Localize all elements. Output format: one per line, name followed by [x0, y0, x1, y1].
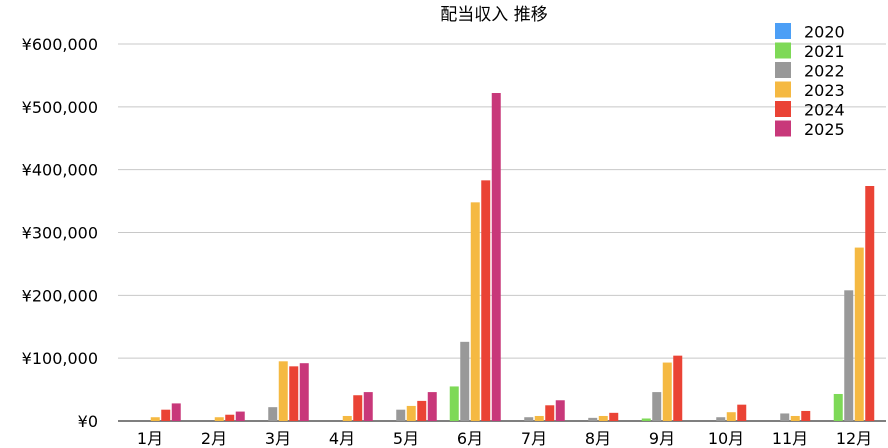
bar-2022-7 [524, 417, 534, 421]
legend-swatch [775, 42, 791, 59]
bar-2024-1 [161, 409, 171, 421]
y-tick-label: ¥300,000 [22, 224, 98, 243]
bar-2022-6 [460, 341, 470, 421]
bar-2023-4 [342, 415, 352, 421]
bar-2023-6 [470, 202, 480, 421]
bar-2022-5 [396, 409, 406, 421]
bar-2022-10 [716, 417, 726, 421]
bars [150, 93, 875, 421]
bar-2023-3 [278, 361, 288, 421]
bar-2025-5 [427, 392, 437, 421]
bar-2021-9 [641, 418, 651, 421]
bar-2024-3 [289, 366, 299, 421]
bar-2022-3 [268, 407, 278, 421]
x-tick-label: 8月 [585, 429, 611, 448]
bar-2025-6 [491, 93, 501, 421]
bar-2023-8 [598, 415, 608, 421]
x-tick-label: 6月 [457, 429, 483, 448]
x-tick-label: 4月 [329, 429, 355, 448]
bar-2023-10 [726, 412, 736, 421]
bar-2025-1 [171, 403, 181, 421]
legend-swatch [775, 101, 791, 117]
x-tick-label: 10月 [708, 429, 744, 448]
bar-2023-2 [214, 417, 224, 421]
bar-2021-12 [833, 393, 843, 421]
legend-swatch [775, 81, 791, 98]
bar-2025-7 [555, 400, 565, 421]
legend-label: 2022 [804, 62, 845, 81]
x-tick-label: 9月 [649, 429, 675, 448]
bar-2024-11 [801, 410, 811, 421]
x-tick-label: 11月 [772, 429, 808, 448]
y-tick-label: ¥400,000 [22, 161, 98, 180]
bar-2022-8 [588, 417, 598, 421]
x-axis-ticks: 1月 2月 3月 4月 5月 6月 7月 8月 9月 10月 11月 12月 [137, 429, 872, 448]
bar-2024-7 [545, 405, 555, 421]
bar-2024-2 [225, 414, 235, 421]
x-tick-label: 12月 [836, 429, 872, 448]
y-axis-ticks: ¥0 ¥100,000 ¥200,000 ¥300,000 ¥400,000 ¥500,0… [22, 35, 98, 431]
bar-2023-1 [150, 417, 160, 421]
legend-swatch [775, 62, 791, 78]
bar-2021-6 [449, 386, 459, 421]
legend-label: 2021 [804, 42, 845, 61]
bar-2024-9 [673, 355, 683, 421]
bar-2024-10 [737, 404, 747, 421]
legend-label: 2025 [804, 120, 845, 139]
bar-2022-11 [780, 413, 790, 421]
x-tick-label: 5月 [393, 429, 419, 448]
bar-2023-11 [790, 415, 800, 421]
y-tick-label: ¥600,000 [22, 35, 98, 54]
y-tick-label: ¥100,000 [22, 349, 98, 368]
legend-swatch [775, 23, 791, 39]
y-tick-label: ¥500,000 [22, 98, 98, 117]
bar-2024-8 [609, 412, 619, 421]
legend-swatch [775, 120, 791, 137]
gridlines [118, 43, 886, 422]
legend-label: 2024 [804, 101, 845, 120]
bar-2024-12 [865, 186, 875, 421]
chart-title: 配当収入 推移 [440, 5, 547, 25]
bar-2022-12 [844, 290, 854, 421]
bar-2024-4 [353, 395, 363, 421]
bar-2023-9 [662, 362, 672, 421]
y-tick-label: ¥0 [78, 412, 98, 431]
bar-2024-5 [417, 400, 427, 421]
bar-2023-5 [406, 405, 416, 421]
bar-2023-12 [854, 247, 864, 421]
bar-2024-6 [481, 180, 491, 421]
x-tick-label: 1月 [137, 429, 163, 448]
bar-2023-7 [534, 415, 544, 421]
y-tick-label: ¥200,000 [22, 286, 98, 305]
legend-label: 2020 [804, 23, 845, 42]
x-tick-label: 3月 [265, 429, 291, 448]
bar-2025-2 [235, 411, 245, 421]
bar-2025-3 [299, 363, 309, 421]
bar-2022-9 [652, 392, 662, 421]
bar-2025-4 [363, 392, 373, 421]
legend-label: 2023 [804, 81, 845, 100]
x-tick-label: 2月 [201, 429, 227, 448]
x-tick-label: 7月 [521, 429, 547, 448]
